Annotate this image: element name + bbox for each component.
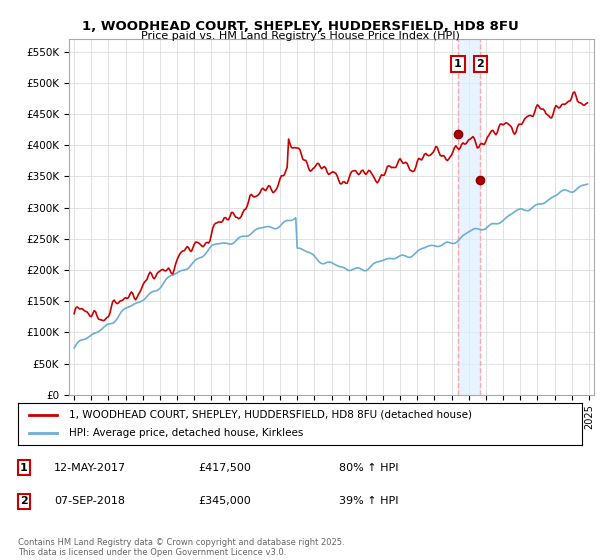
- Text: £417,500: £417,500: [198, 463, 251, 473]
- Text: Price paid vs. HM Land Registry's House Price Index (HPI): Price paid vs. HM Land Registry's House …: [140, 31, 460, 41]
- Text: 80% ↑ HPI: 80% ↑ HPI: [339, 463, 398, 473]
- Text: 2: 2: [476, 59, 484, 69]
- Text: 39% ↑ HPI: 39% ↑ HPI: [339, 496, 398, 506]
- Bar: [458, 39, 480, 395]
- Text: 12-MAY-2017: 12-MAY-2017: [54, 463, 126, 473]
- Text: 1: 1: [20, 463, 28, 473]
- Text: 2: 2: [20, 496, 28, 506]
- Text: 1, WOODHEAD COURT, SHEPLEY, HUDDERSFIELD, HD8 8FU (detached house): 1, WOODHEAD COURT, SHEPLEY, HUDDERSFIELD…: [69, 410, 472, 420]
- Text: 1: 1: [454, 59, 462, 69]
- Text: 1, WOODHEAD COURT, SHEPLEY, HUDDERSFIELD, HD8 8FU: 1, WOODHEAD COURT, SHEPLEY, HUDDERSFIELD…: [82, 20, 518, 32]
- Text: Contains HM Land Registry data © Crown copyright and database right 2025.
This d: Contains HM Land Registry data © Crown c…: [18, 538, 344, 557]
- Text: £345,000: £345,000: [198, 496, 251, 506]
- Text: 07-SEP-2018: 07-SEP-2018: [54, 496, 125, 506]
- Text: HPI: Average price, detached house, Kirklees: HPI: Average price, detached house, Kirk…: [69, 428, 303, 438]
